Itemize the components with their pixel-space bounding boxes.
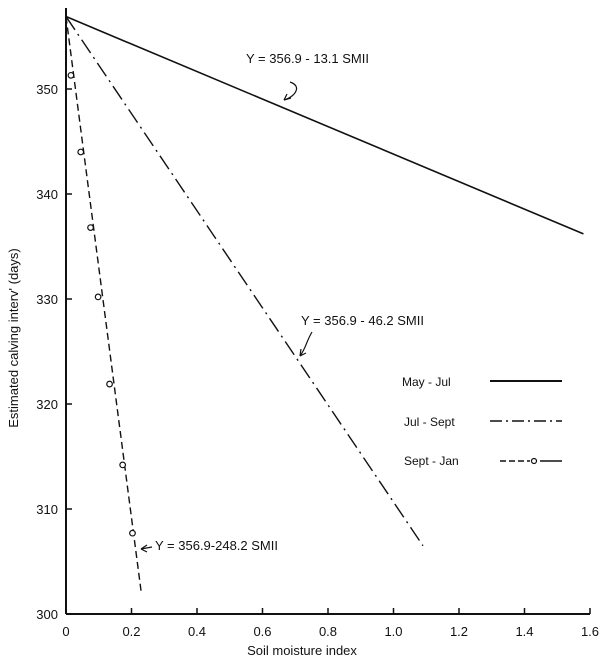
- series-line-sept-jan: [65, 16, 143, 594]
- legend: May - Jul Jul - Sept Sept - Jan: [402, 375, 562, 468]
- series-line-may-jul: [65, 15, 584, 235]
- series-point-sept-jan: [94, 293, 102, 301]
- x-tick-label: 1.0: [384, 624, 402, 639]
- y-tick-label: 300: [36, 607, 58, 622]
- x-tick-label: 0: [62, 624, 69, 639]
- series-point-sept-jan: [87, 224, 94, 232]
- y-tick-label: 350: [36, 82, 58, 97]
- series-layer: [65, 15, 584, 594]
- x-tick-label: 0.4: [188, 624, 206, 639]
- x-tick-label: 0.2: [122, 624, 140, 639]
- annotation-jul-sept: Y = 356.9 - 46.2 SMII: [299, 313, 424, 357]
- axes: 0 0.2 0.4 0.6 0.8 1.0 1.2 1.4 1.6 300 310 320 330 340…: [36, 8, 599, 639]
- annotation-may-jul: Y = 356.9 - 13.1 SMII: [246, 51, 369, 101]
- series-point-sept-jan: [119, 461, 127, 469]
- x-tick-label: 0.6: [253, 624, 271, 639]
- series-point-sept-jan: [67, 71, 75, 79]
- x-tick-label: 0.8: [319, 624, 337, 639]
- legend-marker-sept-jan: [530, 457, 538, 465]
- series-line-jul-sept: [65, 16, 424, 547]
- x-axis-title: Soil moisture index: [247, 643, 357, 658]
- y-tick-label: 340: [36, 187, 58, 202]
- equation-sept-jan: Y = 356.9-248.2 SMII: [155, 538, 278, 553]
- x-tick-label: 1.4: [515, 624, 533, 639]
- annotation-sept-jan: Y = 356.9-248.2 SMII: [140, 538, 278, 553]
- y-axis-title: Estimated calving interv' (days): [6, 248, 21, 428]
- equation-jul-sept: Y = 356.9 - 46.2 SMII: [301, 313, 424, 328]
- y-tick-label: 310: [36, 502, 58, 517]
- y-tick-label: 320: [36, 397, 58, 412]
- y-tick-label: 330: [36, 292, 58, 307]
- series-point-sept-jan: [129, 529, 136, 537]
- legend-label-may-jul: May - Jul: [402, 375, 451, 389]
- legend-label-jul-sept: Jul - Sept: [404, 415, 455, 429]
- x-tick-label: 1.2: [450, 624, 468, 639]
- legend-label-sept-jan: Sept - Jan: [404, 454, 459, 468]
- x-tick-label: 1.6: [581, 624, 599, 639]
- series-point-sept-jan: [77, 148, 85, 156]
- equation-may-jul: Y = 356.9 - 13.1 SMII: [246, 51, 369, 66]
- series-point-sept-jan: [106, 380, 113, 388]
